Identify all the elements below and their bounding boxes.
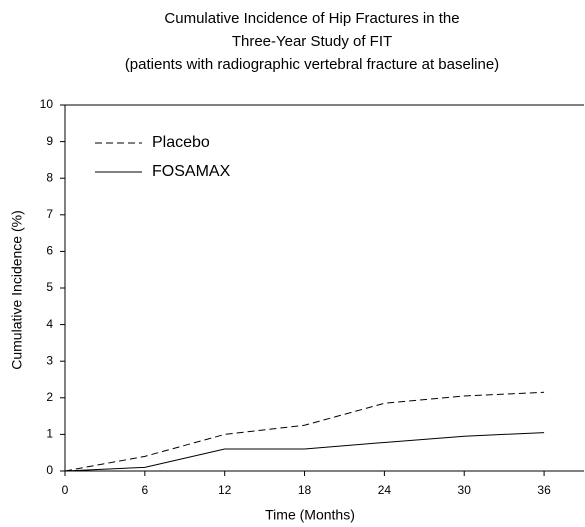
y-tick-label: 7 <box>46 207 53 221</box>
x-tick-label: 18 <box>298 483 312 497</box>
chart-title: (patients with radiographic vertebral fr… <box>125 56 499 73</box>
x-tick-label: 36 <box>537 483 551 497</box>
x-tick-label: 0 <box>62 483 69 497</box>
y-tick-label: 3 <box>46 353 53 367</box>
y-tick-label: 10 <box>40 97 54 111</box>
y-tick-label: 9 <box>46 134 53 148</box>
legend-label: Placebo <box>152 134 210 151</box>
y-tick-label: 0 <box>46 463 53 477</box>
y-tick-label: 1 <box>46 427 53 441</box>
x-tick-label: 6 <box>142 483 149 497</box>
y-tick-label: 5 <box>46 280 53 294</box>
y-axis-label: Cumulative Incidence (%) <box>9 210 25 370</box>
series-line <box>64 391 545 472</box>
chart-title: Three-Year Study of FIT <box>232 33 392 50</box>
y-tick-label: 2 <box>46 390 53 404</box>
series-line <box>64 432 545 472</box>
y-tick-label: 8 <box>46 170 53 184</box>
x-tick-label: 30 <box>458 483 472 497</box>
x-axis-label: Time (Months) <box>265 507 355 523</box>
chart-title: Cumulative Incidence of Hip Fractures in… <box>164 10 459 27</box>
x-tick-label: 24 <box>378 483 392 497</box>
y-tick-label: 6 <box>46 244 53 258</box>
legend-label: FOSAMAX <box>152 163 231 180</box>
x-tick-label: 12 <box>218 483 232 497</box>
y-tick-label: 4 <box>46 317 53 331</box>
